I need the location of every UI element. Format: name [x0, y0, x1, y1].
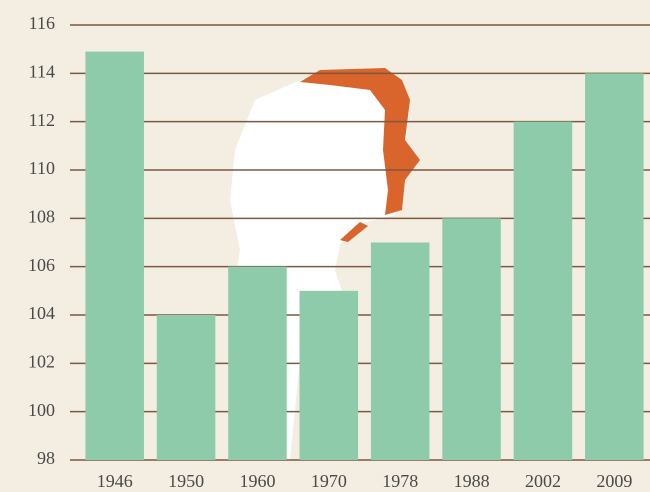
bar [85, 51, 144, 460]
bar [370, 242, 430, 460]
y-tick-label: 102 [28, 351, 55, 371]
x-tick-label: 1960 [239, 471, 275, 491]
x-tick-label: 1978 [382, 471, 418, 491]
y-tick-label: 100 [28, 400, 55, 420]
y-tick-label: 106 [28, 255, 55, 275]
y-tick-label: 112 [29, 110, 55, 130]
y-tick-label: 98 [37, 448, 55, 468]
y-tick-label: 110 [29, 158, 55, 178]
bar [228, 266, 287, 460]
x-tick-label: 1946 [97, 471, 133, 491]
y-tick-label: 104 [28, 303, 55, 323]
y-tick-label: 114 [29, 61, 55, 81]
bar [299, 290, 359, 460]
x-tick-label: 2009 [596, 471, 632, 491]
bar [442, 218, 501, 460]
x-tick-label: 1988 [454, 471, 490, 491]
x-tick-label: 1950 [168, 471, 204, 491]
bar [513, 121, 573, 461]
y-tick-label: 108 [28, 206, 55, 226]
x-tick-label: 2002 [525, 471, 561, 491]
x-tick-label: 1970 [311, 471, 347, 491]
bar [156, 315, 216, 460]
y-tick-label: 116 [29, 13, 55, 33]
bar [585, 73, 644, 460]
